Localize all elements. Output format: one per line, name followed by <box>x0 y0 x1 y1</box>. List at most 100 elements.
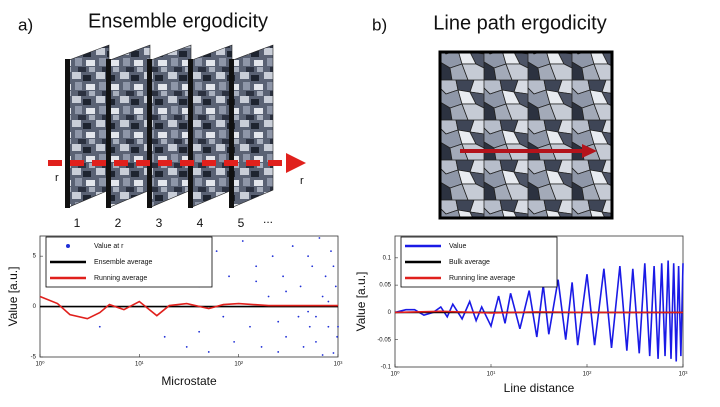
scatter-point <box>336 335 339 338</box>
slab-face <box>68 44 110 208</box>
scatter-point <box>285 335 287 338</box>
slab-edge <box>147 59 152 208</box>
panel-label: a) <box>18 15 33 34</box>
scatter-point <box>307 310 309 313</box>
x-tick-label: 10⁰ <box>35 361 45 368</box>
legend-label: Running line average <box>449 275 515 282</box>
scatter-point <box>291 245 294 247</box>
scatter-point <box>185 346 188 348</box>
scatter-point <box>337 325 339 328</box>
scatter-point <box>318 237 321 239</box>
slab-face <box>109 44 151 208</box>
slab-label: 2 <box>115 216 122 230</box>
slab-face <box>232 44 274 208</box>
arrow-label: r <box>55 172 59 184</box>
scatter-point <box>334 285 337 288</box>
panel-label: b) <box>372 15 387 34</box>
chart: -5 0 5 10⁰ 10¹ 10² 10³ Microstate Value [a.u.] Va… <box>6 235 343 388</box>
slab-label: 3 <box>156 216 163 230</box>
y-axis-label: Value [a.u.] <box>354 272 368 332</box>
scatter-point <box>299 285 302 288</box>
microstate-slabs <box>65 44 274 208</box>
scatter-point <box>233 340 236 343</box>
scatter-point <box>255 265 258 268</box>
slab-edge <box>188 59 193 208</box>
y-tick-label: -0.1 <box>381 365 392 371</box>
chart: -0.1 -0.05 0 0.05 0.1 10⁰ 10¹ 10² 10³ Line distan… <box>354 235 688 395</box>
scatter-point <box>255 280 258 283</box>
x-tick-label: 10³ <box>334 362 343 368</box>
x-tick-label: 10⁰ <box>390 371 400 378</box>
legend: Value at r Ensemble average Running averag… <box>45 236 213 288</box>
scatter-point <box>332 352 335 354</box>
panel-title: Ensemble ergodicity <box>88 10 268 32</box>
scatter-point <box>308 325 311 328</box>
scatter-point <box>330 250 332 253</box>
y-tick-label: 0 <box>388 310 392 316</box>
scatter-point <box>327 300 330 303</box>
y-axis-label: Value [a.u.] <box>6 267 20 327</box>
slab-face <box>150 44 192 208</box>
x-tick-label: 10¹ <box>487 372 496 378</box>
scatter-point <box>277 351 280 353</box>
scatter-point <box>327 325 330 328</box>
y-tick-label: -5 <box>31 355 37 361</box>
scatter-point <box>297 315 300 318</box>
y-tick-label: 0.05 <box>379 283 391 289</box>
x-tick-label: 10² <box>583 372 592 378</box>
legend-marker <box>66 244 70 248</box>
x-tick-label: 10¹ <box>135 362 144 368</box>
x-tick-label: 10³ <box>679 372 688 378</box>
scatter-point <box>324 275 327 278</box>
scatter-point <box>222 315 225 318</box>
scatter-point <box>198 330 201 333</box>
scatter-point <box>98 325 101 328</box>
ensemble-arrow <box>48 153 306 173</box>
scatter-point <box>307 255 309 258</box>
scatter-point <box>285 290 287 293</box>
scatter-point <box>302 346 305 348</box>
series-line <box>394 310 683 314</box>
scatter-point <box>215 250 218 253</box>
scatter-point <box>163 335 166 338</box>
slab-edge <box>106 59 111 208</box>
legend-label: Value <box>449 243 466 250</box>
scatter-point <box>260 346 263 348</box>
grain-image <box>438 50 614 220</box>
legend-label: Ensemble average <box>94 259 152 266</box>
panel-title: Line path ergodicity <box>433 12 606 34</box>
slab-label: 1 <box>74 216 81 230</box>
arrow-label: r <box>300 175 304 187</box>
scatter-point <box>249 325 251 328</box>
legend: Value Bulk average Running line average <box>400 236 558 288</box>
scatter-point <box>282 275 284 278</box>
series-line <box>39 295 338 320</box>
y-tick-label: 0.1 <box>383 255 392 261</box>
scatter-point <box>315 315 317 318</box>
slab-edge <box>65 59 70 208</box>
scatter-point <box>271 255 274 258</box>
legend-label: Value at r <box>94 243 124 250</box>
slab-label: 5 <box>238 216 245 230</box>
scatter-point <box>228 275 230 278</box>
scatter-point <box>277 320 280 323</box>
x-axis-label: Microstate <box>161 374 217 388</box>
scatter-point <box>207 351 210 353</box>
y-tick-label: -0.05 <box>377 337 391 343</box>
y-tick-label: 0 <box>33 304 37 310</box>
scatter-point <box>321 354 324 356</box>
slab-label: 4 <box>197 216 204 230</box>
slab-face <box>191 44 233 208</box>
scatter-point <box>311 265 314 268</box>
path-arrow-head <box>582 144 597 158</box>
scatter-point <box>267 295 270 298</box>
scatter-point <box>332 265 335 268</box>
slab-edge <box>229 59 234 208</box>
arrow-head <box>286 153 306 173</box>
scatter-point <box>315 340 317 343</box>
legend-label: Running average <box>94 275 147 282</box>
y-tick-label: 5 <box>33 254 37 260</box>
slab-label: ... <box>263 212 273 226</box>
x-tick-label: 10² <box>234 362 243 368</box>
